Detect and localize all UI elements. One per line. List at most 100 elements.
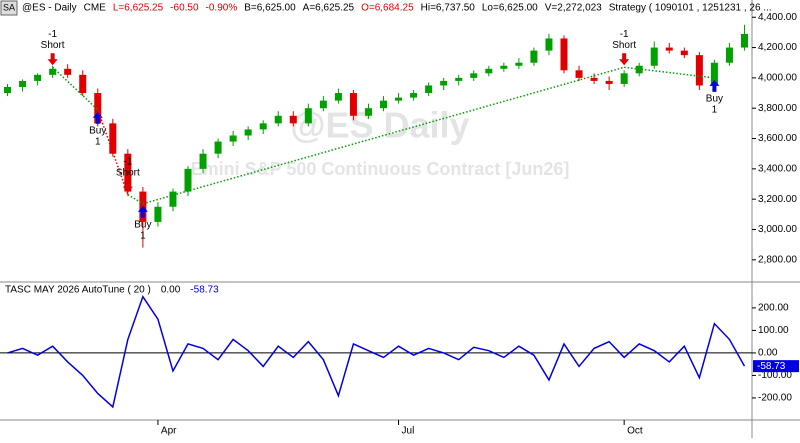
- y-tick-label: -200.00: [758, 393, 792, 404]
- candle-body: [605, 80, 613, 84]
- trade-connector: [624, 66, 715, 79]
- trade-connector: [127, 193, 144, 205]
- header-field: CME: [84, 3, 107, 14]
- candle-body: [620, 73, 628, 84]
- candle-body: [455, 77, 463, 81]
- y-tick-label: 0.00: [758, 348, 778, 359]
- indicator-title: TASC MAY 2026 AutoTune ( 20 ): [5, 285, 151, 296]
- header-field: A=6,625.25: [303, 3, 355, 14]
- trade-qty: -1: [620, 29, 629, 40]
- candle-body: [575, 70, 583, 78]
- candle-body: [19, 80, 27, 87]
- candle-body: [425, 85, 433, 94]
- candle-body: [4, 86, 12, 94]
- y-tick-label: 100.00: [758, 325, 789, 336]
- trade-side: Buy: [706, 94, 723, 105]
- candle-body: [530, 50, 538, 63]
- candle-body: [259, 123, 267, 130]
- candle-body: [740, 33, 748, 48]
- y-tick-label: 4,400.00: [758, 12, 797, 23]
- candle-body: [364, 108, 372, 116]
- candle-body: [124, 153, 132, 192]
- trade-qty: 1: [712, 105, 718, 116]
- header-field: -0.90%: [206, 3, 238, 14]
- icon-text: SA: [3, 2, 15, 12]
- candle-body: [470, 73, 478, 78]
- candle-body: [154, 206, 162, 222]
- candle-body: [304, 108, 312, 124]
- candle-body: [64, 68, 72, 75]
- candle-body: [380, 100, 388, 109]
- candle-body: [440, 80, 448, 86]
- indicator-line: [7, 294, 746, 409]
- last-value-box: [753, 360, 799, 373]
- candle-body: [79, 74, 87, 94]
- candle-body: [680, 50, 688, 56]
- y-tick-label: -100.00: [758, 370, 792, 381]
- trade-side: Short: [612, 40, 636, 51]
- candle-body: [695, 55, 703, 86]
- candle-body: [650, 47, 658, 66]
- header-field: @ES - Daily: [22, 3, 77, 14]
- candle-body: [334, 93, 342, 101]
- trade-side: Buy: [134, 219, 151, 230]
- symbol-icon[interactable]: [0, 0, 18, 16]
- candle-body: [725, 47, 733, 63]
- candle-body: [289, 115, 297, 124]
- y-tick-label: 2,800.00: [758, 254, 797, 265]
- indicator-zero: 0.00: [161, 285, 181, 296]
- x-tick-label: Oct: [627, 426, 643, 437]
- candle-body: [395, 97, 403, 101]
- buy-arrow: [709, 79, 720, 92]
- y-tick-label: 3,600.00: [758, 133, 797, 144]
- short-arrow: [47, 53, 58, 66]
- candle-body: [319, 100, 327, 109]
- header-field: -60.50: [170, 3, 199, 14]
- y-tick-label: 200.00: [758, 303, 789, 314]
- candle-body: [590, 77, 598, 81]
- candle-body: [500, 65, 508, 69]
- trade-side: Buy: [89, 125, 106, 136]
- buy-arrow: [137, 205, 148, 218]
- x-tick-label: Jul: [402, 426, 415, 437]
- short-arrow: [619, 53, 630, 66]
- y-tick-label: 3,800.00: [758, 103, 797, 114]
- header-field: V=2,272,023: [545, 3, 602, 14]
- last-value-label: -58.73: [757, 361, 786, 372]
- y-tick-label: 3,000.00: [758, 224, 797, 235]
- header-field: Hi=6,737.50: [421, 3, 476, 14]
- trade-side: Short: [116, 167, 140, 178]
- trade-qty: -1: [48, 29, 57, 40]
- candle-body: [244, 129, 252, 136]
- candle-body: [34, 74, 42, 81]
- header-field: O=6,684.25: [361, 3, 414, 14]
- indicator-value: -58.73: [190, 285, 219, 296]
- candle-body: [274, 115, 282, 124]
- candle-body: [710, 62, 718, 86]
- short-arrow: [122, 180, 133, 193]
- header-field: Lo=6,625.00: [482, 3, 538, 14]
- candle-body: [560, 38, 568, 71]
- header-field: Strategy ( 1090101 , 1251231 , 26 ...: [609, 3, 772, 14]
- candle-body: [665, 47, 673, 51]
- trade-connector: [97, 109, 129, 195]
- y-tick-label: 3,400.00: [758, 163, 797, 174]
- candle-body: [94, 93, 102, 124]
- candle-body: [545, 38, 553, 51]
- buy-arrow: [92, 111, 103, 124]
- trade-qty: 1: [95, 136, 101, 147]
- candle-body: [485, 68, 493, 74]
- candle-body: [214, 141, 222, 154]
- candle-body: [109, 123, 117, 154]
- trade-connector: [142, 66, 625, 205]
- candle-body: [49, 68, 57, 75]
- y-tick-label: 3,200.00: [758, 194, 797, 205]
- x-tick-label: Apr: [161, 426, 177, 437]
- candle-body: [199, 153, 207, 169]
- candle-body: [184, 168, 192, 192]
- candle-body: [410, 93, 418, 98]
- candle-body: [229, 135, 237, 142]
- y-tick-label: 4,000.00: [758, 73, 797, 84]
- candle-body: [169, 191, 177, 207]
